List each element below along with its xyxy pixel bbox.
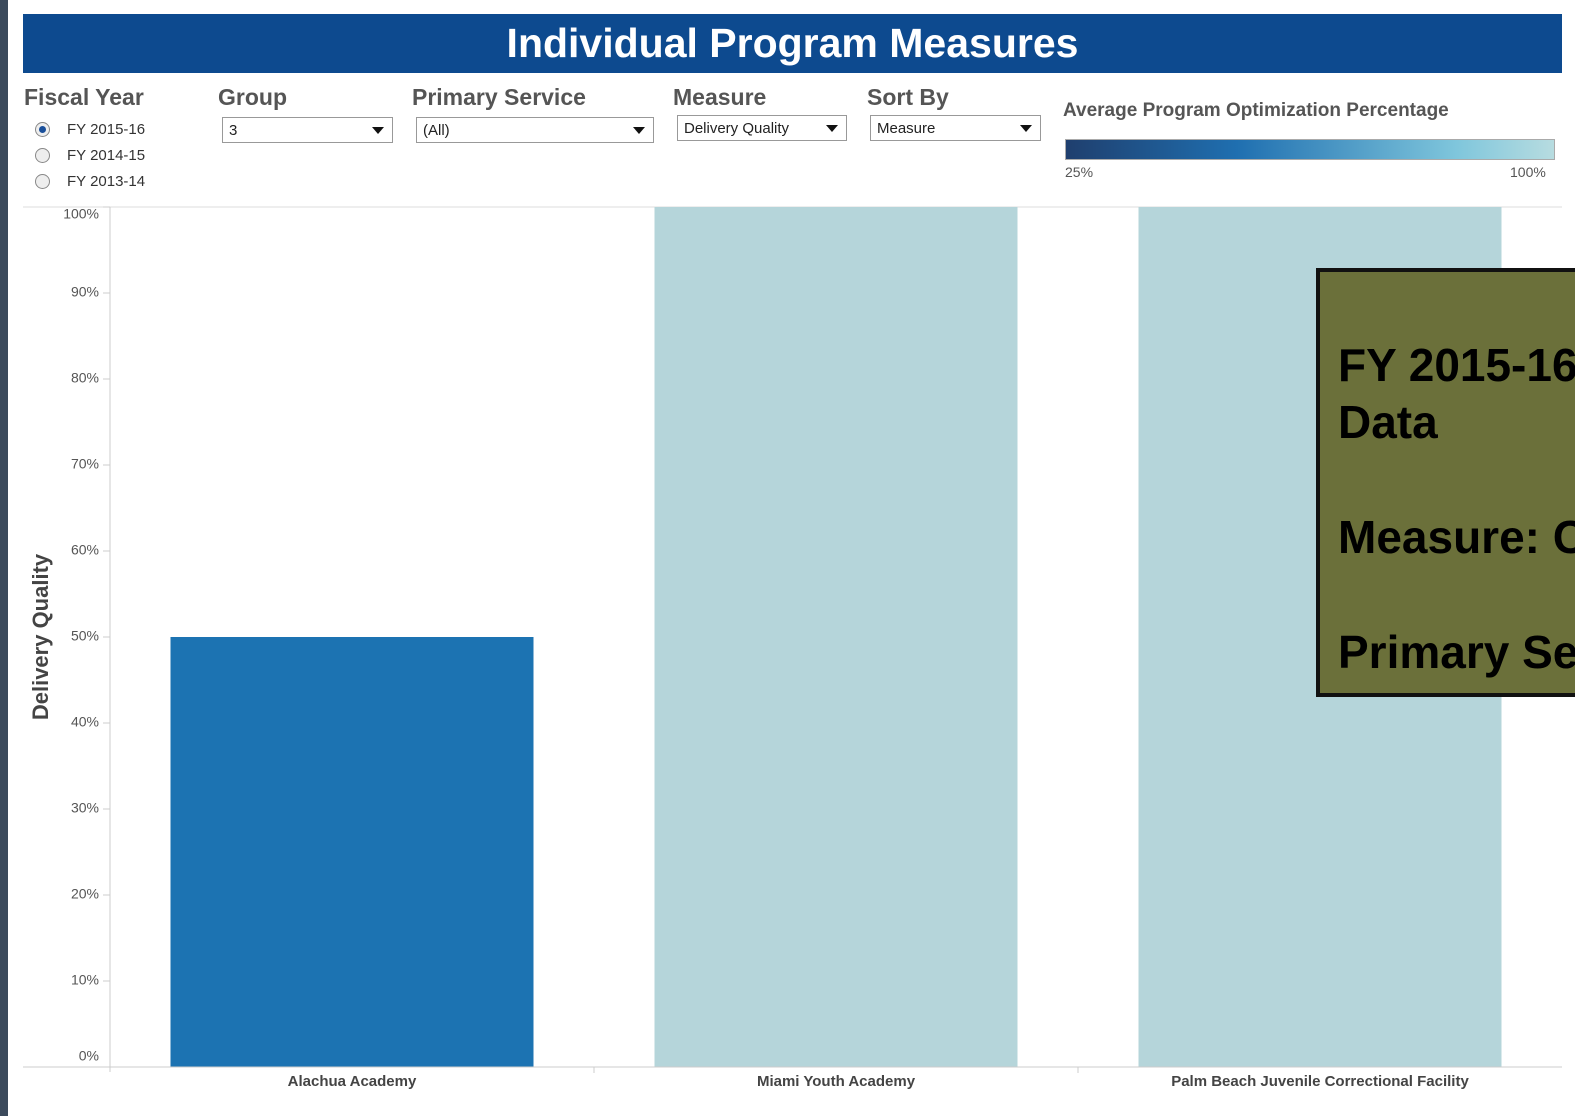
window-edge — [0, 0, 8, 1116]
primary-service-value: (All) — [423, 122, 450, 139]
y-tick-label: 70% — [71, 456, 99, 472]
measure-label: Measure — [673, 84, 767, 110]
legend-min: 25% — [1065, 164, 1094, 180]
primary-service-label: Primary Service — [412, 84, 586, 110]
sort-by-label: Sort By — [867, 84, 949, 110]
fiscal-year-label: Fiscal Year — [24, 84, 144, 110]
tooltip-line: Data — [1338, 396, 1438, 448]
y-tick-label: 0% — [79, 1048, 99, 1064]
radio-button[interactable] — [35, 173, 50, 189]
radio-button[interactable] — [35, 147, 50, 163]
y-tick-label: 60% — [71, 542, 99, 558]
legend-title: Average Program Optimization Percentage — [1063, 100, 1449, 121]
y-tick-label: 20% — [71, 886, 99, 902]
radio-option[interactable]: FY 2013-14 — [35, 168, 145, 194]
sort-by-select[interactable]: Measure — [870, 115, 1041, 141]
dropdown-arrow — [372, 127, 384, 134]
sort-by-value: Measure — [877, 120, 936, 137]
legend-gradient — [1065, 139, 1555, 160]
y-tick-label: 100% — [63, 206, 99, 222]
primary-service-select[interactable]: (All) — [416, 117, 654, 143]
radio-button[interactable] — [35, 121, 50, 137]
radio-option[interactable]: FY 2015-16 — [35, 116, 145, 142]
measure-value: Delivery Quality — [684, 120, 790, 137]
group-select[interactable]: 3 — [222, 117, 393, 143]
fiscal-year-options: FY 2015-16 FY 2014-15 FY 2013-14 — [35, 116, 145, 194]
tooltip-line: Primary Se — [1338, 626, 1575, 678]
group-value: 3 — [229, 122, 238, 139]
header-title: Individual Program Measures — [23, 14, 1562, 73]
radio-label: FY 2014-15 — [67, 146, 146, 164]
measure-select[interactable]: Delivery Quality — [677, 115, 847, 141]
tooltip: FY 2015-16 Data Measure: C Primary Se — [1316, 268, 1575, 697]
dropdown-arrow — [633, 127, 645, 134]
dropdown-arrow — [1020, 125, 1032, 132]
bar — [654, 207, 1018, 1067]
y-tick-label: 10% — [71, 972, 99, 988]
tooltip-line: FY 2015-16 — [1338, 339, 1575, 391]
radio-label: FY 2013-14 — [67, 172, 146, 190]
y-axis-label: Delivery Quality — [28, 553, 53, 720]
dropdown-arrow — [826, 125, 838, 132]
group-label: Group — [218, 84, 287, 110]
x-tick-label: Alachua Academy — [288, 1073, 417, 1090]
x-tick-label: Palm Beach Juvenile Correctional Facilit… — [1171, 1073, 1469, 1090]
y-tick-label: 80% — [71, 370, 99, 386]
x-tick-label: Miami Youth Academy — [757, 1073, 916, 1090]
y-tick-label: 90% — [71, 284, 99, 300]
bar — [170, 637, 534, 1067]
radio-label: FY 2015-16 — [67, 120, 146, 138]
y-tick-label: 30% — [71, 800, 99, 816]
legend-max: 100% — [1510, 164, 1546, 180]
tooltip-line: Measure: C — [1338, 511, 1575, 563]
y-tick-label: 40% — [71, 714, 99, 730]
y-tick-label: 50% — [71, 628, 99, 644]
radio-option[interactable]: FY 2014-15 — [35, 142, 145, 168]
